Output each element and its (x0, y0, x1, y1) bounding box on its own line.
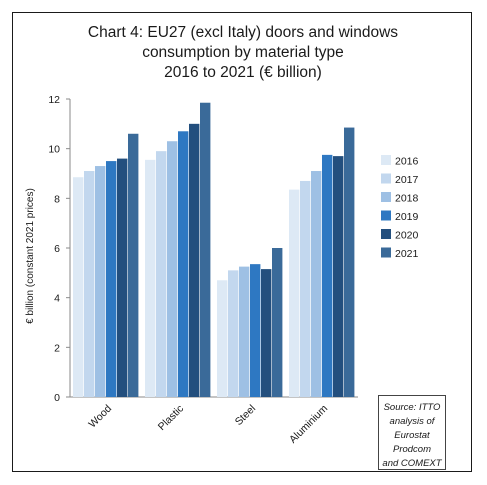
source-note-line-4: and COMEXT (382, 458, 442, 469)
x-tick-label-aluminium: Aluminium (287, 402, 330, 445)
bar-plastic-2020 (189, 123, 200, 397)
bar-steel-2016 (217, 280, 228, 397)
legend-swatch-2021 (381, 247, 391, 258)
bar-aluminium-2016 (289, 189, 300, 397)
source-note: Source: ITTO analysis of Eurostat Prodco… (378, 395, 446, 470)
bar-plastic-2018 (167, 141, 178, 397)
bar-steel-2021 (272, 248, 283, 397)
x-tick-label-wood: Wood (86, 403, 114, 431)
y-tick-label: 12 (48, 94, 60, 106)
y-axis-title: € billion (constant 2021 prices) (25, 188, 36, 324)
bar-wood-2020 (117, 158, 128, 397)
bar-steel-2018 (239, 266, 250, 397)
y-tick-label: 4 (54, 293, 60, 305)
bar-aluminium-2019 (322, 154, 333, 397)
bar-wood-2019 (106, 161, 117, 397)
legend-label-2017: 2017 (395, 174, 419, 186)
chart-title: Chart 4: EU27 (excl Italy) doors and win… (13, 23, 473, 83)
bar-steel-2019 (250, 264, 261, 397)
y-tick-label: 6 (54, 243, 60, 255)
legend-swatch-2016 (381, 155, 391, 165)
bar-aluminium-2021 (344, 127, 355, 397)
y-tick-label: 8 (54, 193, 60, 205)
chart-title-line-2: consumption by material type (142, 44, 344, 61)
x-tick-label-steel: Steel (233, 403, 258, 428)
legend-swatch-2019 (381, 210, 391, 221)
legend-label-2019: 2019 (395, 211, 419, 223)
bar-aluminium-2020 (333, 156, 344, 397)
bar-steel-2017 (228, 270, 239, 397)
bar-wood-2016 (73, 177, 84, 397)
legend-label-2016: 2016 (395, 156, 419, 168)
legend-swatch-2020 (381, 229, 391, 239)
legend-label-2018: 2018 (395, 193, 419, 205)
y-tick-label: 0 (54, 392, 60, 404)
bar-wood-2017 (84, 171, 95, 397)
bar-aluminium-2017 (300, 180, 311, 397)
y-tick-label: 2 (54, 342, 60, 354)
chart-frame: Chart 4: EU27 (excl Italy) doors and win… (12, 12, 472, 472)
chart-title-line-1: Chart 4: EU27 (excl Italy) doors and win… (87, 24, 399, 41)
source-note-line-1: Source: ITTO (383, 402, 441, 413)
bar-plastic-2019 (178, 131, 189, 397)
source-note-line-2: analysis of (389, 416, 435, 427)
y-tick-label: 10 (48, 144, 60, 156)
bar-steel-2020 (261, 269, 272, 397)
legend-swatch-2018 (381, 192, 391, 202)
bar-plastic-2021 (200, 102, 211, 397)
bar-plastic-2016 (145, 159, 156, 397)
bar-chart: 0 2 4 6 8 10 12 € billion (constant 2021 prices… (25, 94, 419, 446)
bar-wood-2018 (95, 166, 106, 397)
x-tick-label-plastic: Plastic (156, 403, 186, 433)
bar-aluminium-2018 (311, 171, 322, 397)
bar-plastic-2017 (156, 151, 167, 397)
legend-label-2021: 2021 (395, 248, 419, 260)
legend-swatch-2017 (381, 173, 391, 184)
chart-title-line-3: 2016 to 2021 (€ billion) (164, 64, 322, 81)
source-note-line-3: Eurostat Prodcom (392, 430, 431, 455)
legend-label-2020: 2020 (395, 230, 419, 242)
bar-wood-2021 (128, 133, 139, 397)
